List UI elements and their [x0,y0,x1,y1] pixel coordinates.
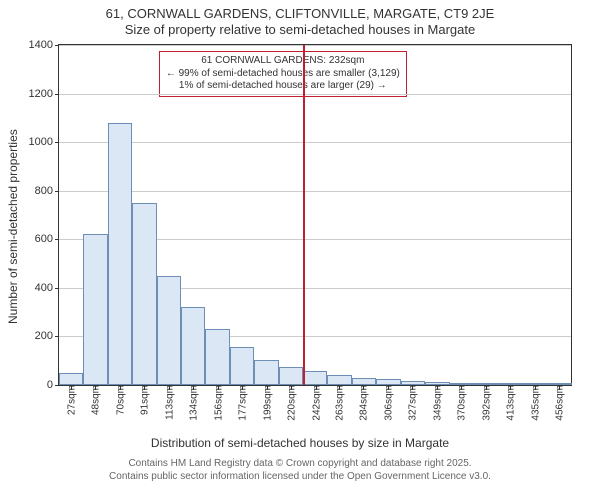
histogram-bar [108,123,132,385]
gridline [59,45,571,46]
x-tick: 392sqm [479,385,492,421]
histogram-bar [254,360,278,386]
annotation-box: 61 CORNWALL GARDENS: 232sqm ← 99% of sem… [159,51,407,97]
x-tick: 156sqm [211,385,224,421]
x-tick: 456sqm [552,385,565,421]
annotation-line2: ← 99% of semi-detached houses are smalle… [166,68,400,81]
gridline [59,142,571,143]
x-tick: 199sqm [260,385,273,421]
x-tick: 284sqm [357,385,370,421]
x-tick: 413sqm [503,385,516,421]
y-tick: 200 [35,330,59,342]
histogram-bar [327,375,351,385]
x-tick: 220sqm [284,385,297,421]
marker-line [303,45,305,385]
histogram-bar [157,276,181,385]
y-tick: 1400 [29,39,59,51]
y-tick: 800 [35,185,59,197]
x-tick: 48sqm [89,385,102,415]
histogram-bar [181,307,205,385]
annotation-line3: 1% of semi-detached houses are larger (2… [166,80,400,93]
histogram-bar [132,203,156,385]
gridline [59,94,571,95]
chart-title-line1: 61, CORNWALL GARDENS, CLIFTONVILLE, MARG… [0,0,600,22]
x-tick: 91sqm [138,385,151,415]
histogram-bar [230,347,254,385]
histogram-bar [205,329,229,385]
x-tick: 27sqm [65,385,78,415]
y-tick: 600 [35,233,59,245]
x-tick: 263sqm [333,385,346,421]
x-tick: 242sqm [309,385,322,421]
histogram-bar [83,234,107,385]
y-axis-label: Number of semi-detached properties [6,129,20,324]
x-tick: 435sqm [528,385,541,421]
chart-title-line2: Size of property relative to semi-detach… [0,22,600,38]
x-axis-label: Distribution of semi-detached houses by … [0,436,600,450]
y-tick: 1000 [29,136,59,148]
plot-area: 61 CORNWALL GARDENS: 232sqm ← 99% of sem… [58,44,572,386]
annotation-line1: 61 CORNWALL GARDENS: 232sqm [166,55,400,68]
x-tick: 327sqm [406,385,419,421]
x-tick: 113sqm [163,385,176,420]
footer-text: Contains HM Land Registry data © Crown c… [0,458,600,483]
x-tick: 349sqm [431,385,444,421]
histogram-bar [59,373,83,385]
y-tick: 1200 [29,88,59,100]
x-tick: 306sqm [382,385,395,421]
x-tick: 370sqm [454,385,467,421]
footer-line2: Contains public sector information licen… [0,471,600,484]
histogram-bar [352,378,376,385]
x-tick: 177sqm [235,385,248,421]
footer-line1: Contains HM Land Registry data © Crown c… [0,458,600,471]
gridline [59,191,571,192]
x-tick: 134sqm [186,385,199,421]
y-tick: 400 [35,282,59,294]
chart-container: 61, CORNWALL GARDENS, CLIFTONVILLE, MARG… [0,0,600,500]
y-tick: 0 [47,379,59,391]
histogram-bar [303,371,327,385]
histogram-bar [279,367,303,385]
x-tick: 70sqm [114,385,127,415]
